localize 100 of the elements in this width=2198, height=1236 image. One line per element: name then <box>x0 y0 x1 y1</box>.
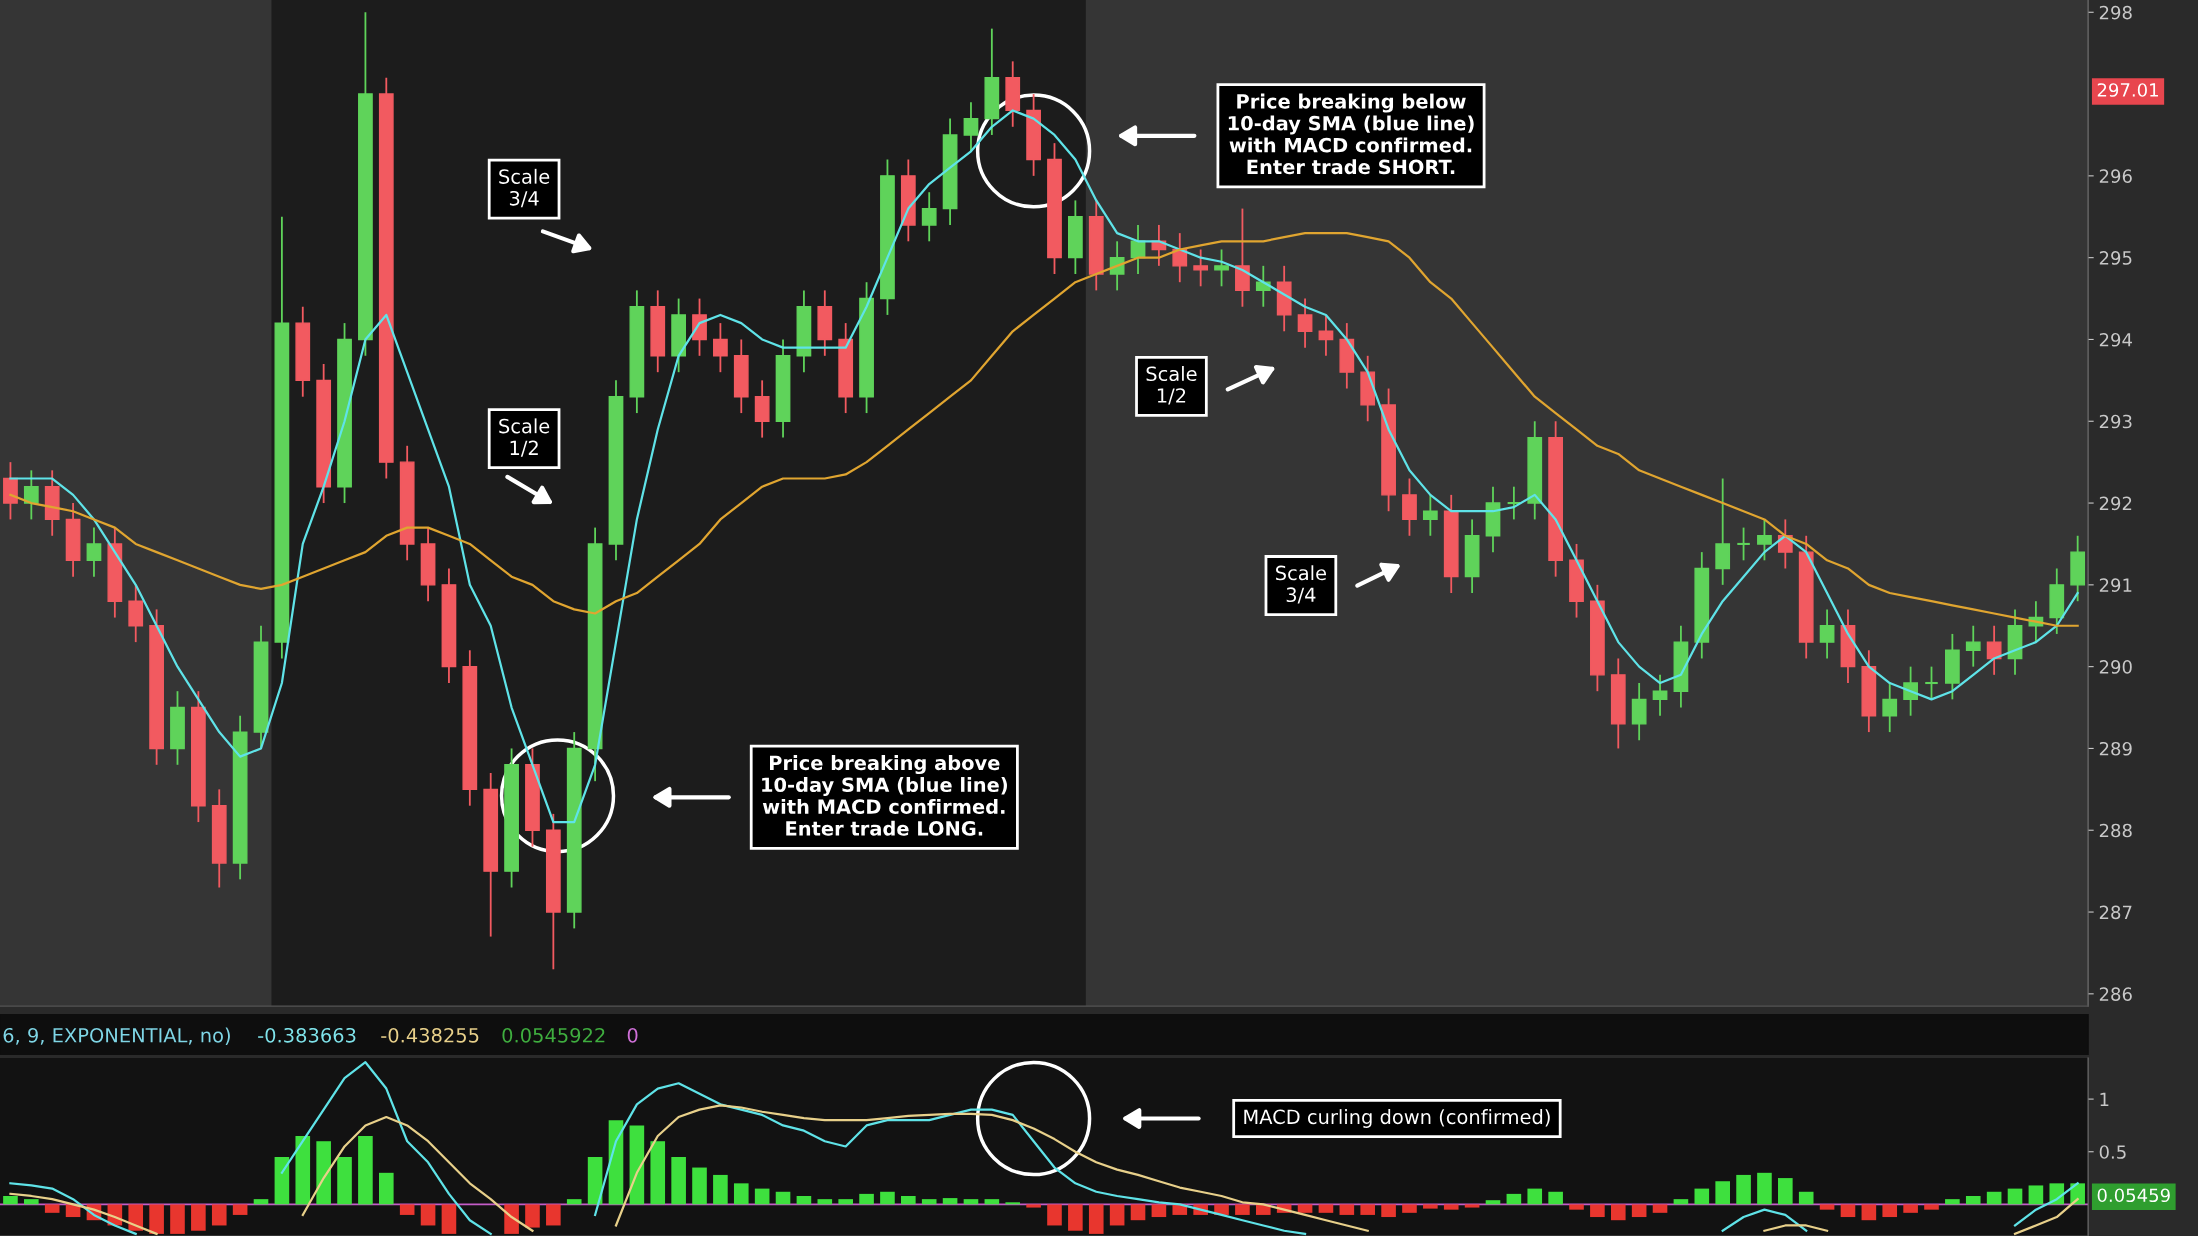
bar <box>378 1172 394 1205</box>
bar <box>1715 1181 1730 1205</box>
bar <box>1068 1204 1083 1231</box>
annotation: Price breaking above 10-day SMA (blue line) with MACD confirmed. Enter trade LONG. <box>762 755 1007 836</box>
bar <box>2007 1188 2023 1205</box>
bar <box>1861 1204 1877 1221</box>
bar <box>1423 1204 1438 1209</box>
bar <box>1130 1204 1146 1221</box>
y-tick-label: 298 <box>2099 5 2132 20</box>
bar <box>692 1167 707 1205</box>
candlestick <box>1819 608 1835 660</box>
text: 6, 9, EXPONENTIAL, no) <box>3 1027 230 1045</box>
bar <box>566 1199 582 1205</box>
y-tick-label: 290 <box>2099 660 2132 674</box>
y-tick-label: 293 <box>2099 414 2132 429</box>
candlestick <box>1652 673 1668 717</box>
bar <box>232 1204 248 1215</box>
bar <box>921 1199 937 1205</box>
candlestick <box>921 191 937 243</box>
bar <box>128 1204 144 1231</box>
bar <box>253 1199 269 1205</box>
bar <box>1569 1204 1584 1210</box>
bar <box>817 1199 833 1205</box>
annotation: Scale 3/4 <box>499 168 550 208</box>
bar <box>24 1199 39 1205</box>
y-tick-label: 291 <box>2099 578 2132 592</box>
bar <box>587 1157 603 1205</box>
bar <box>1506 1193 1522 1205</box>
bar <box>859 1193 874 1205</box>
bar <box>211 1204 227 1226</box>
y-tick-label: 292 <box>2099 496 2132 511</box>
y-tick-label: 0.5 <box>2099 1145 2126 1159</box>
candlestick <box>86 526 102 578</box>
bar <box>713 1174 728 1205</box>
bar <box>1798 1191 1814 1205</box>
candlestick <box>1903 665 1918 717</box>
bar <box>399 1204 415 1215</box>
bar <box>316 1141 331 1205</box>
y-tick-label: 288 <box>2099 823 2132 838</box>
bar <box>1945 1199 1960 1205</box>
annotation: Scale 1/2 <box>499 418 550 457</box>
candlestick <box>1736 526 1751 562</box>
bar <box>1318 1204 1334 1213</box>
bar <box>1840 1204 1856 1218</box>
bar <box>1464 1204 1480 1208</box>
bar <box>1026 1204 1041 1208</box>
bar <box>546 1204 561 1226</box>
bar <box>838 1199 853 1205</box>
bar <box>337 1157 352 1205</box>
candlestick <box>1924 665 1939 701</box>
bar <box>1631 1204 1647 1218</box>
bar <box>1047 1204 1062 1226</box>
text: 0 <box>627 1027 638 1043</box>
bar <box>942 1198 958 1205</box>
bar <box>1360 1204 1376 1215</box>
bar <box>1443 1204 1459 1210</box>
annotation: Scale 1/2 <box>1146 366 1197 405</box>
bar <box>1986 1191 2002 1205</box>
bar <box>1736 1174 1751 1205</box>
bar <box>1903 1204 1918 1213</box>
bar <box>1235 1204 1250 1215</box>
candlestick <box>1986 624 2002 676</box>
text: 0.0545922 <box>502 1027 605 1043</box>
candlestick <box>1193 248 1209 288</box>
bar <box>1924 1204 1939 1210</box>
candlestick <box>1318 314 1334 357</box>
y-tick-label: 294 <box>2099 332 2132 347</box>
bar <box>984 1199 1000 1205</box>
bar <box>504 1204 519 1234</box>
bar <box>441 1204 457 1234</box>
candlestick <box>1882 682 1898 733</box>
bar <box>44 1204 60 1213</box>
text: 0.05459 <box>2097 1188 2170 1203</box>
y-tick-label: 296 <box>2099 169 2132 183</box>
bar <box>3 1195 18 1205</box>
bar <box>295 1135 311 1205</box>
bar <box>1485 1200 1501 1205</box>
bar <box>1590 1204 1605 1218</box>
bar <box>1965 1195 1981 1205</box>
y-tick-label: 286 <box>2099 987 2132 1001</box>
bar <box>775 1191 791 1205</box>
bar <box>525 1204 540 1228</box>
candlestick <box>1214 248 1229 288</box>
bar <box>1381 1204 1396 1218</box>
bar <box>671 1157 686 1205</box>
bar <box>170 1204 185 1234</box>
candlestick <box>1422 493 1438 537</box>
bar <box>1757 1172 1772 1205</box>
bar <box>754 1188 770 1205</box>
candlestick <box>1965 624 1981 668</box>
annotation: MACD curling down (confirmed) <box>1244 1109 1550 1128</box>
bar <box>796 1195 812 1205</box>
bar <box>1527 1188 1543 1205</box>
bar <box>880 1191 895 1205</box>
y-tick-label: 287 <box>2099 905 2132 920</box>
bar <box>1402 1204 1417 1213</box>
bar <box>1819 1204 1835 1210</box>
bar <box>149 1204 164 1234</box>
bar <box>1339 1204 1355 1215</box>
bar <box>1610 1204 1626 1221</box>
